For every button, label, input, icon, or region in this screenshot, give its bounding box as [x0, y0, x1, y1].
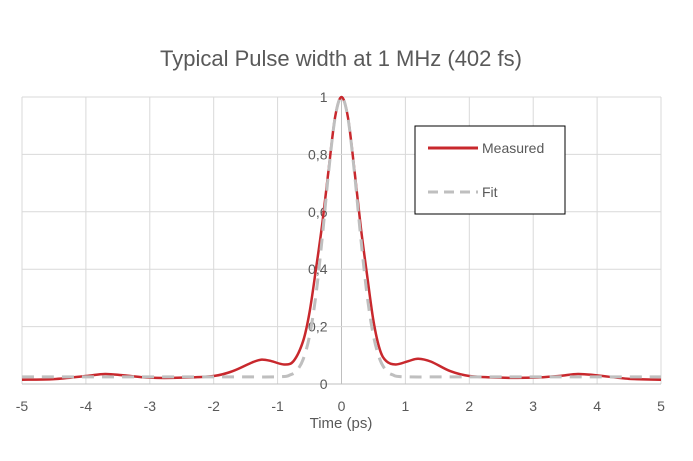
x-tick-label: 3	[529, 398, 537, 414]
x-tick-label: 4	[593, 398, 601, 414]
x-tick-label: 5	[657, 398, 665, 414]
x-tick-label: 2	[465, 398, 473, 414]
x-axis-label: Time (ps)	[310, 415, 373, 432]
tick-labels: -5 -4 -3 -2 -1 0 1 2 3 4 500,20,40,60,81	[16, 89, 665, 414]
legend: Measured Fit	[414, 125, 566, 215]
x-tick-label: -1	[271, 398, 284, 414]
x-tick-label: 0	[338, 398, 346, 414]
y-tick-label: 1	[320, 89, 328, 105]
chart-title: Typical Pulse width at 1 MHz (402 fs)	[160, 46, 522, 71]
legend-box	[414, 125, 566, 215]
x-tick-label: -5	[16, 398, 29, 414]
x-tick-label: -3	[144, 398, 157, 414]
y-tick-label: 0,8	[308, 146, 328, 162]
y-tick-label: 0	[320, 376, 328, 392]
x-tick-label: 1	[402, 398, 410, 414]
fit-line	[21, 95, 661, 379]
legend-fit-label: Fit	[482, 184, 498, 200]
legend-measured-label: Measured	[482, 140, 544, 156]
series-lines	[21, 95, 662, 381]
x-tick-label: -2	[207, 398, 220, 414]
x-tick-label: -4	[80, 398, 93, 414]
